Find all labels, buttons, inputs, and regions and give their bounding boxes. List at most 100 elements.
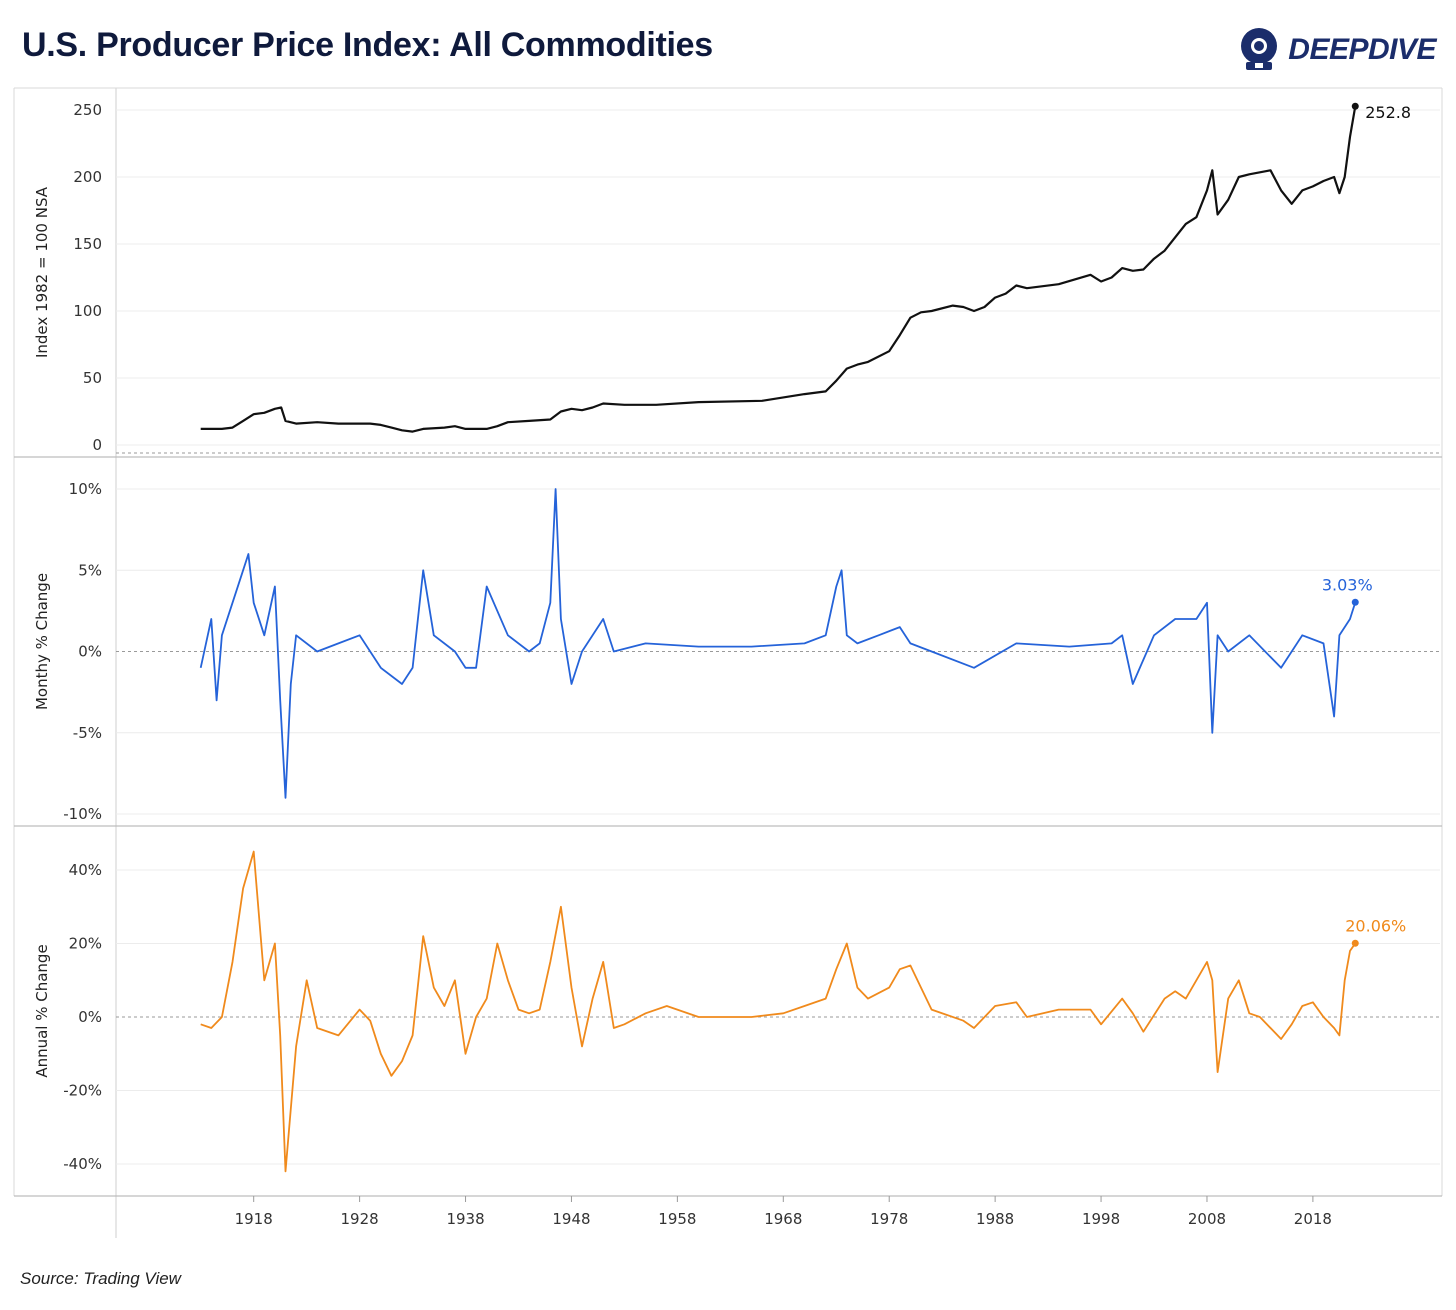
data-point: [613, 651, 615, 653]
data-point: [1058, 1009, 1060, 1011]
data-point: [560, 411, 562, 413]
data-point: [528, 1012, 530, 1014]
data-point: [284, 797, 286, 799]
data-point: [1344, 626, 1346, 628]
data-point: [782, 1012, 784, 1014]
data-point: [1333, 1027, 1335, 1029]
data-point: [846, 943, 848, 945]
data-point: [200, 667, 202, 669]
data-point: [1142, 1031, 1144, 1033]
series-line-index: [200, 106, 1357, 433]
data-point: [841, 569, 843, 571]
data-point: [401, 1060, 403, 1062]
data-point: [835, 380, 837, 382]
series-line-monthly: [199, 488, 1357, 799]
data-point: [1058, 283, 1060, 285]
data-point: [1248, 173, 1250, 175]
data-point: [316, 1027, 318, 1029]
data-point: [1015, 1001, 1017, 1003]
data-point: [359, 1009, 361, 1011]
data-point: [1026, 287, 1028, 289]
data-point: [496, 943, 498, 945]
data-point: [337, 1034, 339, 1036]
data-point: [232, 961, 234, 963]
data-point: [899, 334, 901, 336]
data-point: [1344, 979, 1346, 981]
data-point: [1312, 1001, 1314, 1003]
data-point: [210, 618, 212, 620]
panel-annual: -40% -20% 0% 20% 40% Annual % Change 20.06%: [14, 850, 1442, 1197]
data-point: [232, 602, 234, 604]
data-point: [433, 634, 435, 636]
data-point: [284, 420, 286, 422]
data-point: [380, 1053, 382, 1055]
data-point: [825, 634, 827, 636]
data-point: [433, 987, 435, 989]
data-point: [803, 393, 805, 395]
x-tick-label: 1918: [235, 1210, 273, 1228]
data-point: [1333, 716, 1335, 718]
data-point: [528, 651, 530, 653]
data-point: [1005, 293, 1007, 295]
data-point: [539, 1009, 541, 1011]
data-point: [803, 1005, 805, 1007]
data-point: [412, 667, 414, 669]
data-point: [1217, 1071, 1219, 1073]
data-point: [369, 1020, 371, 1022]
data-point: [952, 305, 954, 307]
data-point: [263, 412, 265, 414]
data-point: [856, 642, 858, 644]
data-point: [200, 428, 202, 430]
data-point: [899, 626, 901, 628]
x-tick-label: 2018: [1294, 1210, 1332, 1228]
y-axis-label: Monthy % Change: [33, 573, 51, 710]
end-point-marker: [1351, 102, 1359, 110]
x-axis: 1918 1928 1938 1948 1958 1968 1978 1988 1998 2008…: [235, 1196, 1332, 1228]
data-point: [232, 427, 234, 429]
x-tick-label: 1958: [658, 1210, 696, 1228]
data-point: [401, 683, 403, 685]
data-point: [581, 651, 583, 653]
data-point: [867, 361, 869, 363]
data-point: [263, 634, 265, 636]
data-point: [316, 421, 318, 423]
data-point: [1322, 180, 1324, 182]
data-point: [306, 979, 308, 981]
data-point: [486, 998, 488, 1000]
data-point: [1338, 634, 1340, 636]
data-point: [645, 642, 647, 644]
data-point: [920, 987, 922, 989]
data-point: [1349, 950, 1351, 952]
data-point: [698, 1016, 700, 1018]
data-point: [1338, 1034, 1340, 1036]
data-point: [973, 1027, 975, 1029]
data-point: [570, 683, 572, 685]
data-point: [835, 968, 837, 970]
data-point: [846, 368, 848, 370]
data-point: [337, 642, 339, 644]
data-point: [698, 646, 700, 648]
data-point: [279, 1034, 281, 1036]
data-point: [200, 1023, 202, 1025]
y-tick-label: 50: [83, 369, 102, 387]
data-point: [867, 998, 869, 1000]
end-point-marker: [1351, 939, 1359, 947]
data-point: [369, 423, 371, 425]
data-point: [1089, 1009, 1091, 1011]
data-point: [1132, 683, 1134, 685]
data-point: [666, 1005, 668, 1007]
data-point: [390, 427, 392, 429]
data-point: [984, 306, 986, 308]
diving-helmet-icon: [1241, 28, 1278, 70]
end-value-label: 252.8: [1365, 103, 1411, 122]
data-point: [909, 965, 911, 967]
y-tick-label: 10%: [69, 480, 102, 498]
data-point: [380, 424, 382, 426]
data-point: [507, 634, 509, 636]
data-point: [1349, 136, 1351, 138]
data-point: [242, 569, 244, 571]
data-point: [539, 642, 541, 644]
data-point: [1312, 185, 1314, 187]
panel-index: 0 50 100 150 200 250 Index 1982 = 100 NSA 252.8: [14, 101, 1442, 458]
y-tick-label: 0%: [78, 643, 102, 661]
